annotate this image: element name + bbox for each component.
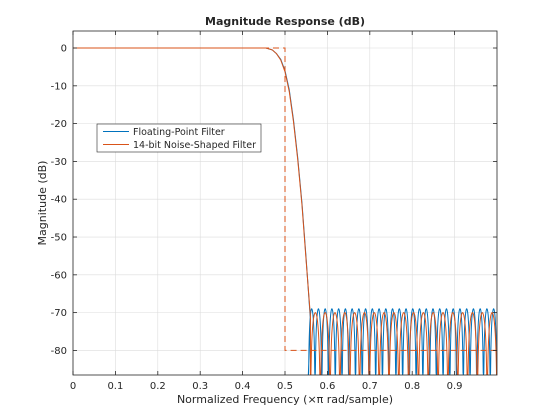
- y-tick-label: -20: [51, 119, 67, 130]
- x-axis-label: Normalized Frequency (×π rad/sample): [177, 393, 393, 406]
- y-axis-label: Magnitude (dB): [36, 161, 49, 246]
- legend: Floating-Point Filter 14-bit Noise-Shape…: [96, 123, 262, 153]
- y-tick-label: -50: [51, 233, 67, 244]
- y-tick-label: -70: [51, 308, 67, 319]
- x-tick-label: 0.3: [192, 381, 208, 392]
- x-tick-label: 0.6: [319, 381, 335, 392]
- x-tick-label: 0.5: [277, 381, 293, 392]
- y-tick-label: -10: [51, 81, 67, 92]
- legend-label-floating-point: Floating-Point Filter: [133, 127, 225, 138]
- chart-title: Magnitude Response (dB): [205, 15, 365, 28]
- x-tick-label: 0.8: [404, 381, 420, 392]
- x-tick-label: 0.4: [235, 381, 251, 392]
- x-tick-label: 0.2: [150, 381, 166, 392]
- x-tick-label: 0.1: [107, 381, 123, 392]
- legend-box: [96, 123, 262, 153]
- y-tick-label: -30: [51, 157, 67, 168]
- y-tick-label: -60: [51, 270, 67, 281]
- legend-label-noise-shaped: 14-bit Noise-Shaped Filter: [133, 140, 256, 151]
- y-tick-label: 0: [61, 44, 67, 55]
- y-tick-label: -40: [51, 195, 67, 206]
- series-layer: [73, 47, 497, 375]
- y-tick-label: -80: [51, 346, 67, 357]
- x-tick-label: 0.7: [362, 381, 378, 392]
- noise-shaped-filter-line: [73, 47, 497, 375]
- x-tick-label: 0.9: [447, 381, 463, 392]
- ticks: 0 0.1 0.2 0.3 0.4 0.5 0.6 0.7 0.8 0.9 0 -10 -20 -30 -4…: [51, 31, 497, 392]
- x-tick-label: 0: [70, 381, 76, 392]
- ideal-response-dashed-line: [73, 47, 497, 351]
